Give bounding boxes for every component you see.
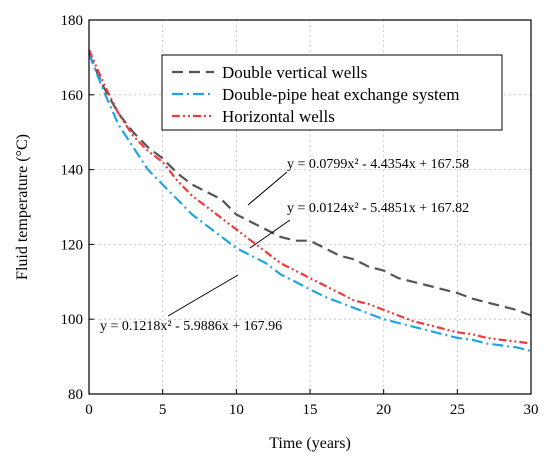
annotation-leader [247,171,288,206]
y-tick-label: 180 [61,13,84,29]
fit-equation-label: y = 0.1218x² - 5.9886x + 167.96 [100,319,282,334]
legend-label-double-pipe-system: Double-pipe heat exchange system [222,85,459,104]
annotations: y = 0.0799x² - 4.4354x + 167.58 y = 0.012… [100,157,469,334]
annotation-leader [249,219,291,249]
y-tick-label: 160 [61,88,84,104]
x-tick-label: 5 [159,402,167,418]
y-tick-label: 120 [61,237,84,253]
y-tick-label: 100 [61,312,84,328]
x-tick-label: 10 [229,402,244,418]
series-line-1 [87,53,532,353]
y-axis-label: Fluid temperature (°C) [14,134,31,280]
legend-label-horizontal-wells: Horizontal wells [222,107,335,126]
series-lines [87,49,532,353]
legend-box [161,54,503,131]
x-tick-label: 0 [85,402,93,418]
series-line-2 [87,49,532,345]
x-tick-label: 25 [450,402,465,418]
y-tick-label: 140 [61,163,84,179]
axis-ticks: 0 5 10 15 20 25 30 80 100 120 140 160 180 [61,13,539,418]
y-tick-label: 80 [68,387,83,403]
x-tick-label: 20 [376,402,391,418]
annotation-leader [167,274,239,317]
x-tick-label: 15 [303,402,318,418]
series-line-0 [87,53,532,317]
fit-equation-label: y = 0.0124x² - 5.4851x + 167.82 [287,201,469,216]
legend: Double vertical wells Double-pipe heat e… [161,54,503,131]
x-tick-label: 30 [524,402,539,418]
x-axis-label: Time (years) [269,435,351,452]
legend-label-double-vertical-wells: Double vertical wells [222,63,367,82]
fit-equation-label: y = 0.0799x² - 4.4354x + 167.58 [287,157,469,172]
